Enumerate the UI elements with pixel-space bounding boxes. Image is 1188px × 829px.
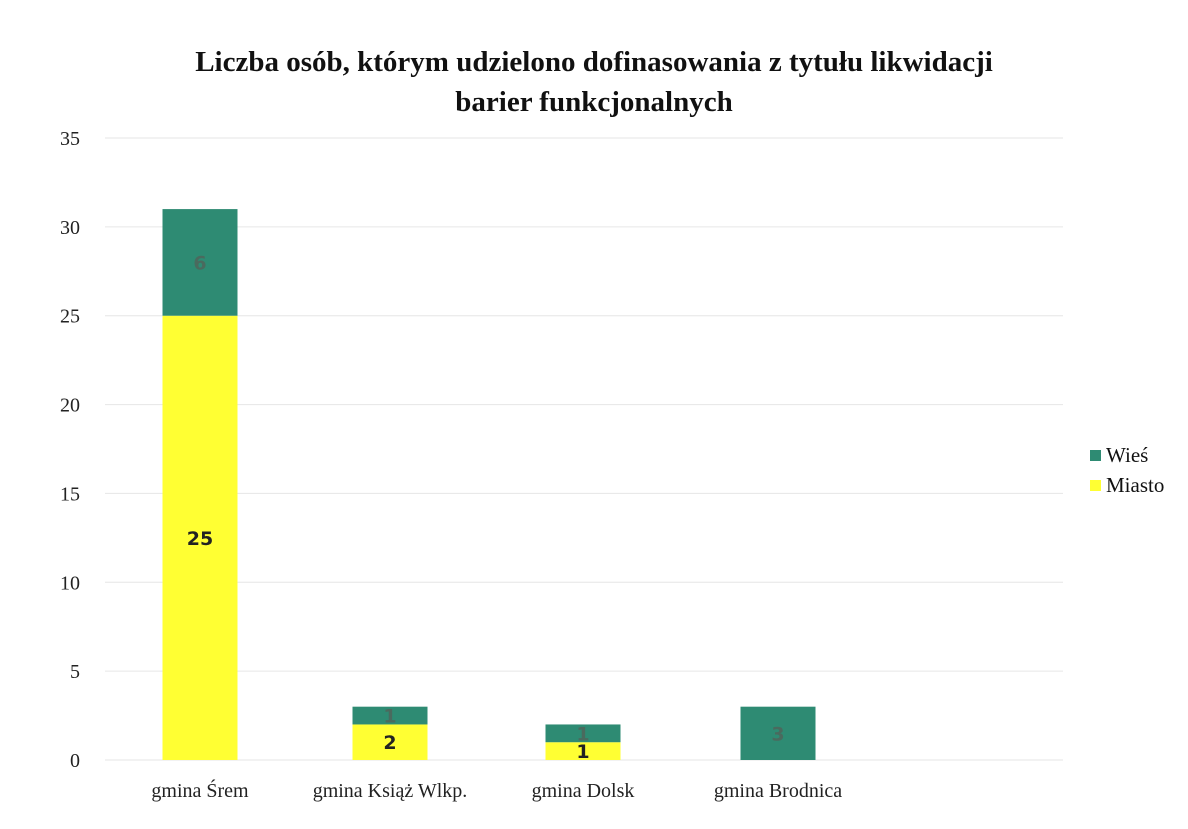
data-label-wieś-2: 1 — [576, 723, 589, 745]
legend-item-wies: Wieś — [1090, 440, 1164, 470]
legend-swatch-wies — [1090, 449, 1101, 461]
x-category-label-0: gmina Śrem — [151, 778, 249, 802]
y-tick-label-0: 0 — [70, 750, 80, 772]
bar-wieś-1 — [352, 706, 428, 725]
y-tick-label-30: 30 — [60, 217, 80, 239]
bar-miasto-0 — [162, 315, 238, 760]
x-category-label-1: gmina Książ Wlkp. — [313, 780, 468, 802]
legend-item-miasto: Miasto — [1090, 470, 1164, 500]
data-label-wieś-3: 3 — [771, 723, 784, 745]
bar-wieś-0 — [162, 209, 238, 316]
chart-title-line-1: Liczba osób, którym udzielono dofinasowa… — [195, 46, 993, 78]
y-tick-label-5: 5 — [70, 661, 80, 683]
y-tick-label-10: 10 — [60, 572, 80, 594]
data-label-wieś-0: 6 — [193, 252, 206, 274]
legend-label-miasto: Miasto — [1106, 472, 1165, 497]
chart-title-line-2: barier funkcjonalnych — [455, 86, 733, 118]
data-label-miasto-2: 1 — [576, 741, 589, 763]
bar-miasto-1 — [352, 724, 428, 760]
x-category-label-2: gmina Dolsk — [532, 780, 635, 802]
data-label-miasto-0: 25 — [187, 528, 213, 550]
legend: Wieś Miasto — [1090, 440, 1164, 500]
x-category-label-3: gmina Brodnica — [714, 780, 842, 802]
data-label-miasto-1: 2 — [383, 732, 396, 754]
bar-wieś-3 — [740, 706, 816, 760]
legend-swatch-miasto — [1090, 479, 1101, 491]
y-tick-label-15: 15 — [60, 483, 80, 505]
y-tick-label-35: 35 — [60, 128, 80, 150]
data-label-wieś-1: 1 — [383, 706, 396, 728]
bar-wieś-2 — [545, 724, 621, 743]
y-tick-label-20: 20 — [60, 395, 80, 417]
bar-miasto-2 — [545, 742, 621, 760]
y-tick-label-25: 25 — [60, 306, 80, 328]
legend-label-wies: Wieś — [1106, 442, 1149, 467]
